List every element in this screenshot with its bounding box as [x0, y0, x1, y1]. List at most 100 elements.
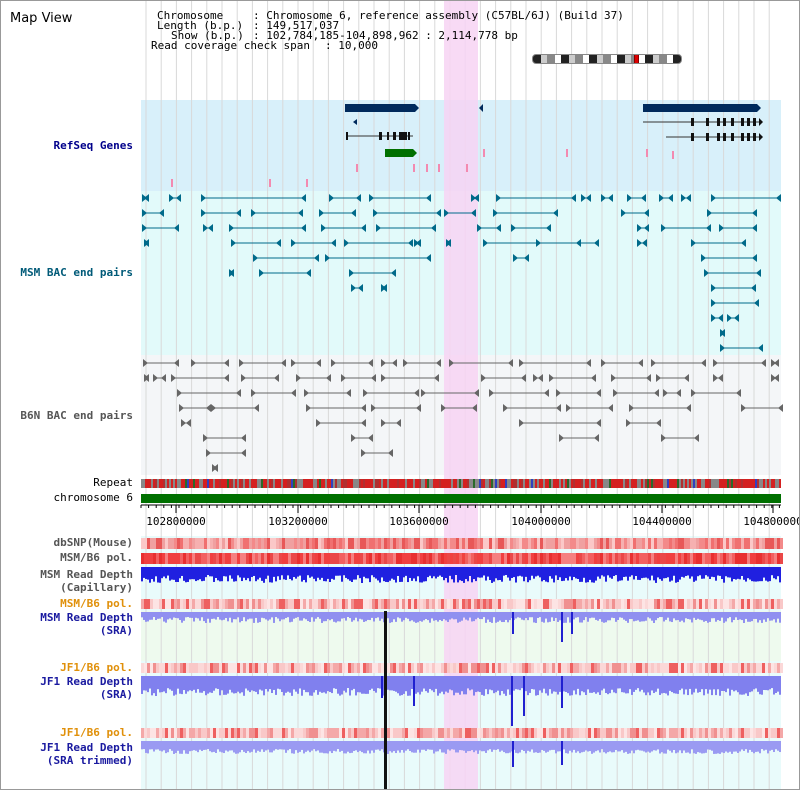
heat-cell — [630, 599, 633, 609]
heat-cell — [159, 538, 162, 549]
read-depth-bar — [687, 676, 689, 696]
read-depth-bar — [449, 741, 451, 751]
heat-cell — [150, 728, 153, 738]
repeat-element — [415, 479, 417, 488]
read-depth-bar — [747, 612, 749, 622]
read-depth-bar — [271, 567, 273, 583]
read-depth-bar — [279, 741, 281, 750]
heat-cell — [390, 599, 393, 609]
heat-cell — [219, 599, 222, 609]
bac-end — [701, 254, 706, 262]
heat-cell — [165, 553, 168, 564]
bac-end — [519, 419, 524, 427]
read-depth-bar — [583, 567, 585, 578]
repeat-element — [359, 479, 361, 488]
read-depth-bar — [557, 612, 559, 622]
read-depth-bar — [713, 741, 715, 754]
refseq-marker — [413, 164, 415, 172]
heat-cell — [300, 728, 303, 738]
read-depth-bar — [245, 567, 247, 581]
heat-cell — [387, 599, 390, 609]
repeat-element — [263, 479, 265, 488]
read-depth-bar — [671, 567, 673, 581]
heat-cell — [273, 728, 276, 738]
read-depth-bar — [299, 567, 301, 576]
repeat-element — [427, 479, 429, 488]
repeat-element — [585, 479, 587, 488]
heat-cell — [204, 599, 207, 609]
read-depth-bar — [463, 676, 465, 695]
repeat-element — [191, 479, 193, 488]
read-depth-bar — [515, 567, 517, 583]
bac-end — [719, 224, 724, 232]
read-depth-bar — [675, 676, 677, 694]
heat-cell — [777, 728, 780, 738]
bac-end — [586, 359, 591, 367]
read-depth-bar — [575, 612, 577, 618]
bac-end — [326, 374, 331, 382]
repeat-element — [741, 479, 743, 488]
heat-cell — [327, 553, 330, 564]
read-depth-bar — [723, 676, 725, 692]
repeat-element — [687, 479, 689, 488]
heat-cell — [684, 599, 687, 609]
heat-cell — [258, 599, 261, 609]
repeat-element — [529, 479, 531, 488]
heat-cell — [471, 663, 474, 673]
read-depth-bar — [673, 567, 675, 576]
heat-cell — [312, 538, 315, 549]
heat-cell — [192, 599, 195, 609]
heat-cell — [153, 728, 156, 738]
bac-end — [472, 404, 477, 412]
bac-end — [621, 209, 626, 217]
heat-cell — [153, 538, 156, 549]
heat-cell — [375, 663, 378, 673]
heat-cell — [699, 553, 702, 564]
read-depth-bar — [549, 676, 551, 690]
heat-cell — [672, 553, 675, 564]
msm-b6-pol-label: MSM/B6 pol. — [60, 551, 133, 564]
heat-cell — [546, 599, 549, 609]
heat-cell — [429, 538, 432, 549]
read-depth-bar — [665, 567, 667, 579]
bac-end — [229, 224, 234, 232]
read-depth-bar — [321, 676, 323, 693]
read-depth-bar — [319, 676, 321, 692]
read-depth-bar — [631, 567, 633, 576]
heat-cell — [771, 553, 774, 564]
read-depth-bar — [327, 612, 329, 620]
heat-cell — [705, 599, 708, 609]
repeat-element — [465, 479, 467, 488]
heat-cell — [267, 553, 270, 564]
repeat-element — [551, 479, 553, 488]
heat-cell — [237, 728, 240, 738]
read-depth-bar — [171, 741, 173, 751]
repeat-element — [507, 479, 509, 488]
chromosome-ideogram[interactable] — [532, 54, 682, 64]
read-depth-bar — [387, 612, 389, 619]
heat-cell — [141, 663, 144, 673]
heat-cell — [297, 538, 300, 549]
heat-cell — [489, 663, 492, 673]
read-depth-bar — [441, 676, 443, 692]
bac-end — [142, 209, 147, 217]
repeat-element — [305, 479, 307, 488]
heat-cell — [222, 553, 225, 564]
read-depth-bar — [343, 612, 345, 619]
read-depth-bar — [623, 676, 625, 693]
refseq-exon — [747, 133, 750, 141]
ruler-tick-label: 104800000 — [743, 515, 800, 528]
heat-cell — [669, 538, 672, 549]
bac-end — [444, 209, 449, 217]
read-depth-bar — [333, 612, 335, 622]
read-depth-bar — [183, 612, 185, 621]
chromosome-label: Chromosome — [157, 9, 224, 22]
refseq-exon — [731, 118, 734, 126]
heat-cell — [396, 538, 399, 549]
read-depth-bar — [509, 567, 511, 581]
heat-cell — [654, 599, 657, 609]
read-depth-bar — [329, 567, 331, 582]
read-depth-bar — [731, 567, 733, 582]
heat-cell — [285, 553, 288, 564]
